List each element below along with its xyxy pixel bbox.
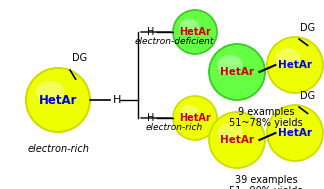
Text: HetAr: HetAr bbox=[39, 94, 77, 106]
Text: HetAr: HetAr bbox=[278, 60, 312, 70]
Ellipse shape bbox=[209, 112, 265, 168]
Text: H: H bbox=[113, 95, 122, 105]
Text: H: H bbox=[147, 27, 154, 37]
Ellipse shape bbox=[217, 123, 243, 143]
Text: 51~90% yields: 51~90% yields bbox=[229, 186, 303, 189]
Text: HetAr: HetAr bbox=[179, 27, 211, 37]
Text: DG: DG bbox=[300, 23, 315, 33]
Ellipse shape bbox=[275, 48, 301, 68]
Text: 9 examples: 9 examples bbox=[238, 107, 294, 117]
Text: DG: DG bbox=[72, 53, 87, 63]
Ellipse shape bbox=[267, 105, 323, 161]
Text: electron-rich: electron-rich bbox=[27, 144, 89, 154]
Text: HetAr: HetAr bbox=[278, 128, 312, 138]
Text: electron-deficient: electron-deficient bbox=[134, 37, 214, 46]
Text: H: H bbox=[147, 113, 154, 123]
Text: 39 examples: 39 examples bbox=[235, 175, 297, 185]
Text: DG: DG bbox=[300, 91, 315, 101]
Text: HetAr: HetAr bbox=[179, 113, 211, 123]
Text: HetAr: HetAr bbox=[220, 67, 254, 77]
Text: HetAr: HetAr bbox=[220, 135, 254, 145]
Ellipse shape bbox=[36, 81, 64, 103]
Ellipse shape bbox=[179, 19, 199, 34]
Text: electron-rich: electron-rich bbox=[145, 123, 202, 132]
Ellipse shape bbox=[179, 105, 199, 120]
Ellipse shape bbox=[275, 116, 301, 136]
Ellipse shape bbox=[26, 68, 90, 132]
Ellipse shape bbox=[217, 55, 243, 75]
Ellipse shape bbox=[173, 96, 217, 140]
Text: 51~78% yields: 51~78% yields bbox=[229, 118, 303, 128]
Ellipse shape bbox=[267, 37, 323, 93]
Ellipse shape bbox=[209, 44, 265, 100]
Ellipse shape bbox=[173, 10, 217, 54]
